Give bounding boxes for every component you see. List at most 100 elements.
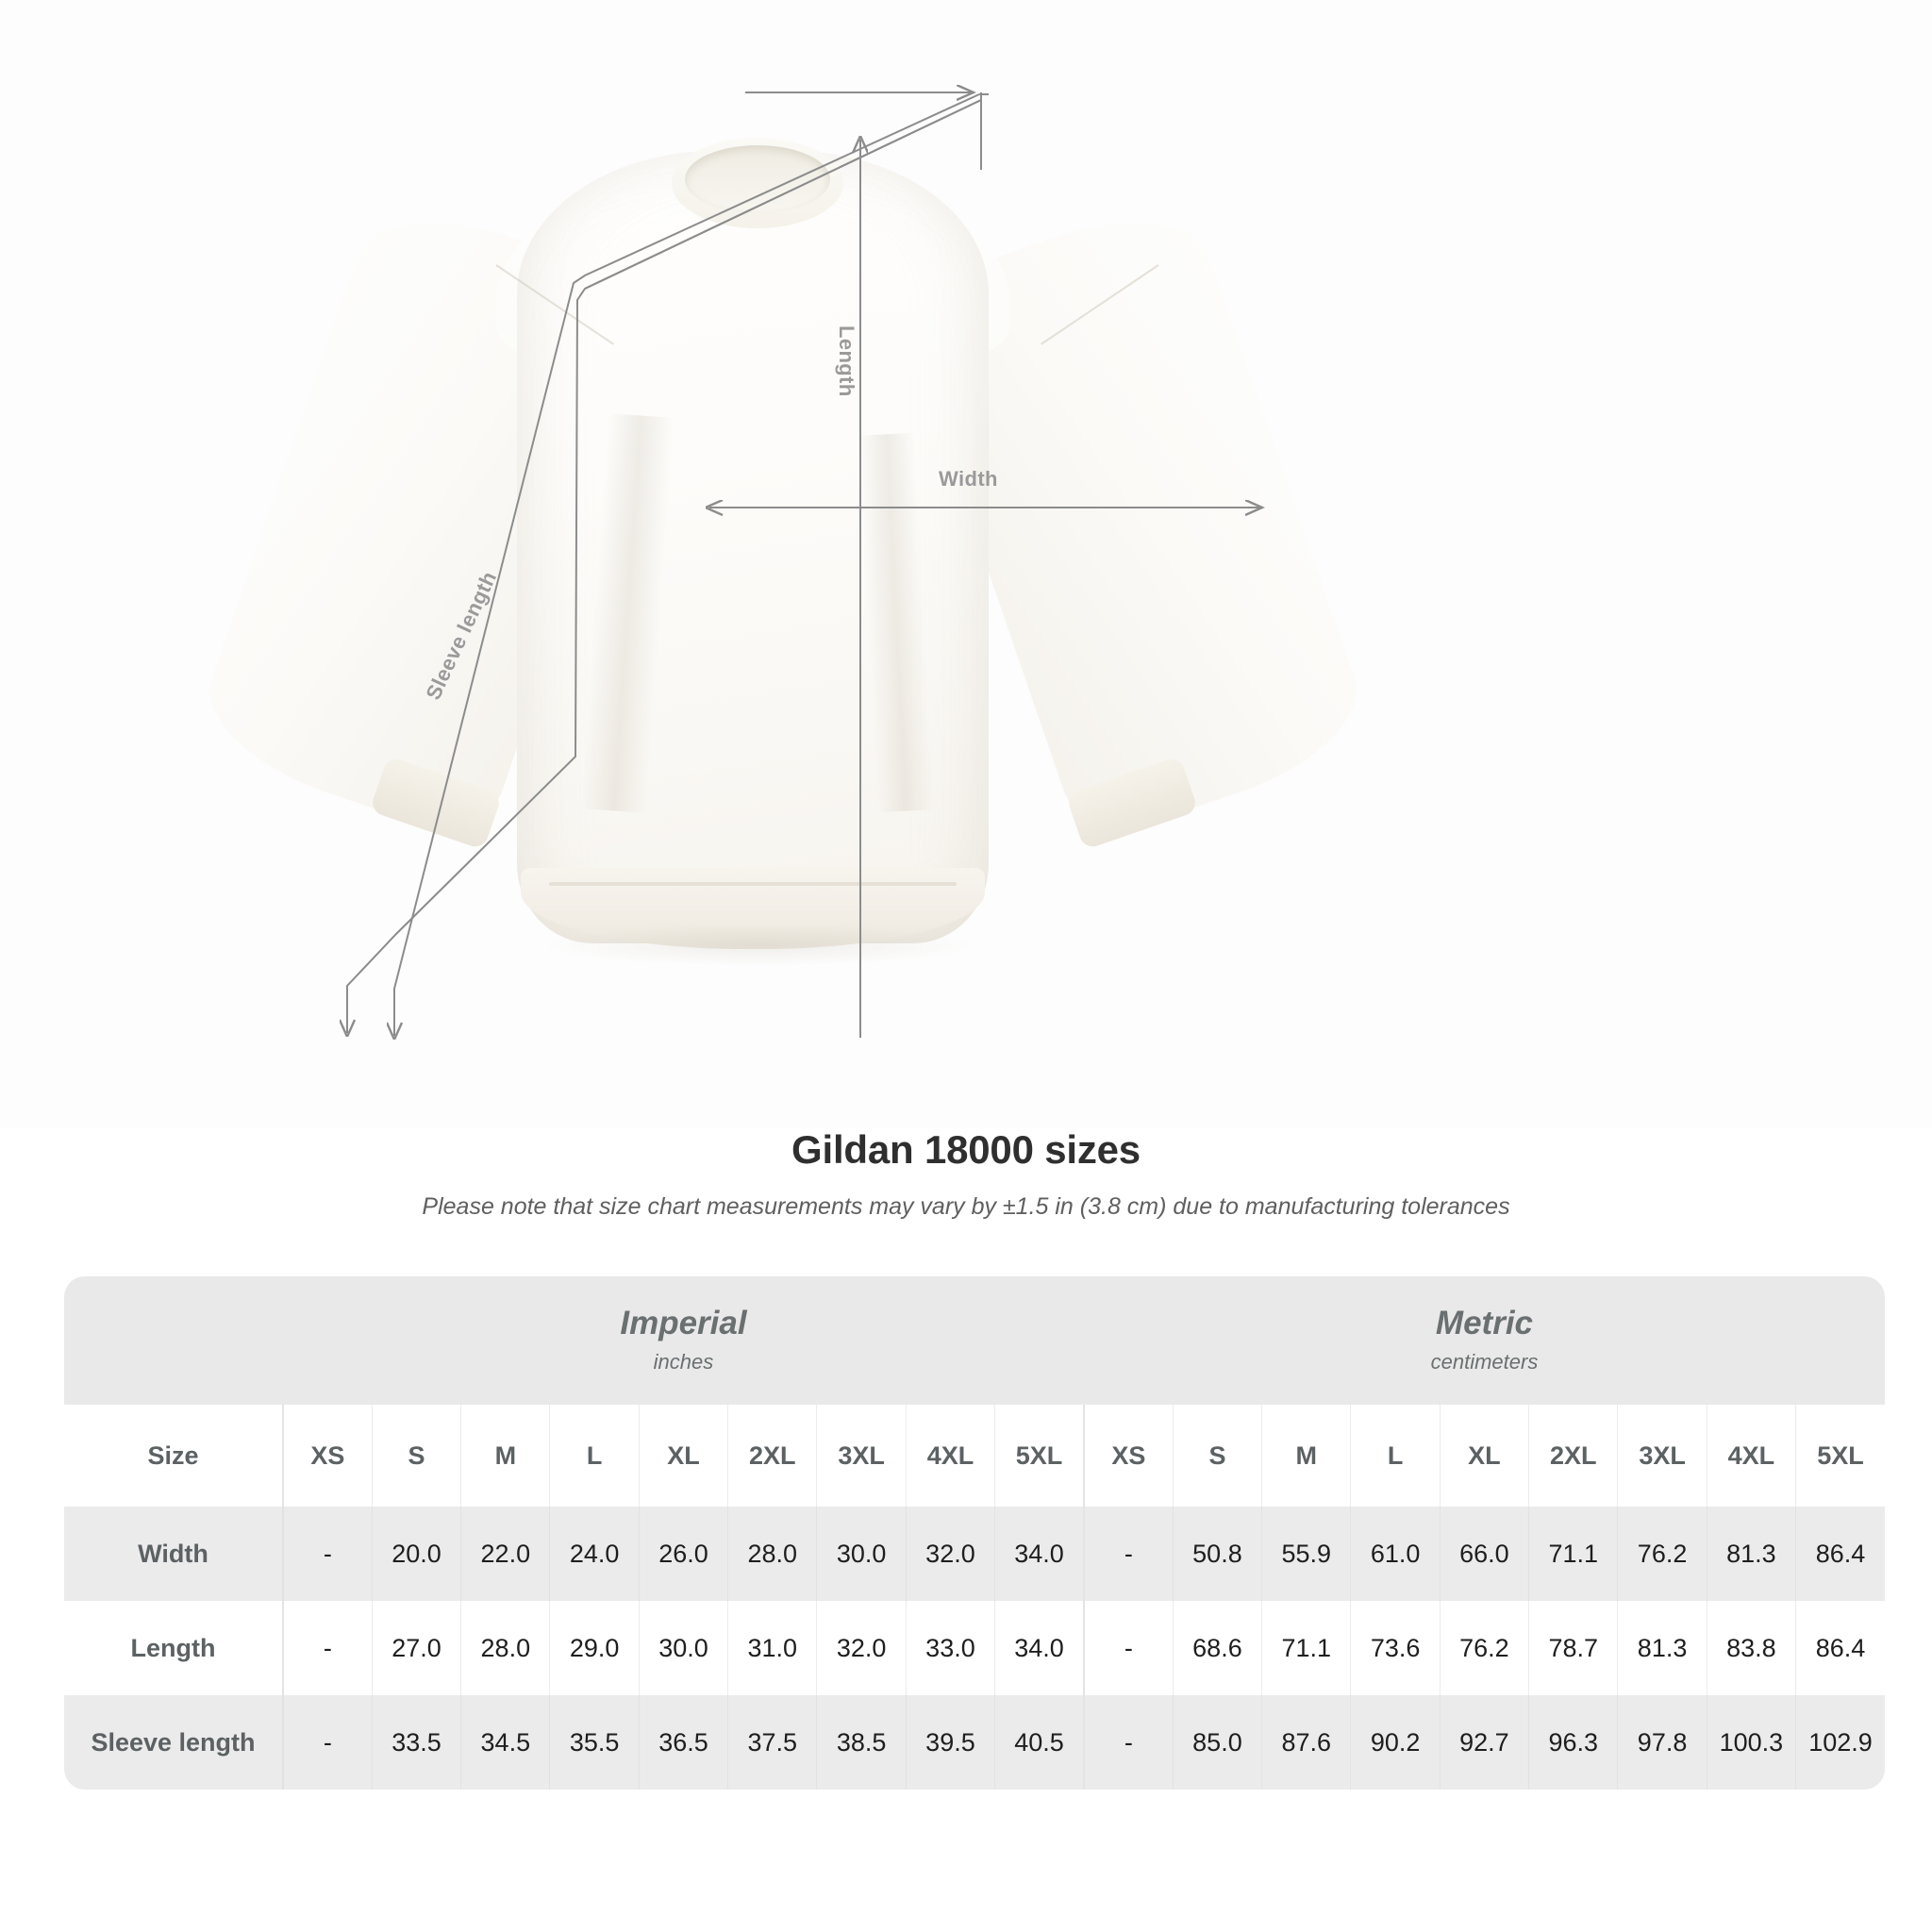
size-header-imperial-l: L xyxy=(549,1405,640,1507)
sweatshirt-image xyxy=(189,113,1377,1057)
size-header-metric-3xl: 3XL xyxy=(1617,1405,1707,1507)
sweatshirt-graphic xyxy=(189,113,1377,1057)
cell-metric-xl: 92.7 xyxy=(1440,1695,1530,1790)
size-table-body: Width -20.0 22.0 24.0 26.0 28.0 30.0 32.0 34.0-5… xyxy=(64,1507,1885,1790)
size-header-metric-xl: XL xyxy=(1440,1405,1530,1507)
cell-metric-l: 90.2 xyxy=(1350,1695,1441,1790)
garment-illustration: Length Width Sleeve length xyxy=(189,85,1377,1057)
cell-imperial-5xl: 34.0 xyxy=(994,1507,1085,1601)
unit-name-metric: Metric xyxy=(1435,1304,1534,1341)
table-row: Width -20.0 22.0 24.0 26.0 28.0 30.0 32.0 34.0-5… xyxy=(64,1507,1885,1601)
cell-imperial-4xl: 33.0 xyxy=(906,1601,996,1695)
unit-header-imperial: Imperial inches xyxy=(283,1276,1084,1405)
size-header-metric-4xl: 4XL xyxy=(1707,1405,1797,1507)
cell-metric-4xl: 100.3 xyxy=(1707,1695,1797,1790)
unit-sub-imperial: inches xyxy=(653,1350,714,1374)
cell-imperial-xl: 36.5 xyxy=(639,1695,729,1790)
cell-imperial-xs: - xyxy=(283,1601,373,1695)
cell-metric-m: 71.1 xyxy=(1261,1601,1352,1695)
cell-metric-m: 55.9 xyxy=(1261,1507,1352,1601)
cell-metric-l: 73.6 xyxy=(1350,1601,1441,1695)
drop-shadow xyxy=(547,924,972,966)
cell-imperial-2xl: 31.0 xyxy=(727,1601,818,1695)
size-header-imperial-2xl: 2XL xyxy=(727,1405,818,1507)
size-table: Imperial inches Metric centimeters Size … xyxy=(64,1276,1885,1790)
cell-imperial-2xl: 28.0 xyxy=(727,1507,818,1601)
cell-metric-xl: 66.0 xyxy=(1440,1507,1530,1601)
size-header-imperial-xl: XL xyxy=(639,1405,729,1507)
cell-imperial-s: 27.0 xyxy=(372,1601,462,1695)
cell-imperial-l: 24.0 xyxy=(549,1507,640,1601)
cell-metric-2xl: 71.1 xyxy=(1528,1507,1619,1601)
cell-metric-xs: - xyxy=(1082,1601,1174,1695)
cell-metric-m: 87.6 xyxy=(1261,1695,1352,1790)
cell-imperial-5xl: 34.0 xyxy=(994,1601,1085,1695)
cell-imperial-xs: - xyxy=(283,1507,373,1601)
cell-metric-4xl: 81.3 xyxy=(1707,1507,1797,1601)
unit-name-imperial: Imperial xyxy=(620,1304,747,1341)
row-label-length: Length xyxy=(64,1601,284,1695)
unit-system-header-row: Imperial inches Metric centimeters xyxy=(64,1276,1885,1405)
size-header-metric-xs: XS xyxy=(1082,1405,1174,1507)
cell-metric-5xl: 102.9 xyxy=(1795,1695,1885,1790)
size-header-imperial-3xl: 3XL xyxy=(816,1405,907,1507)
size-header-imperial-5xl: 5XL xyxy=(994,1405,1085,1507)
cell-imperial-xl: 26.0 xyxy=(639,1507,729,1601)
size-header-imperial-4xl: 4XL xyxy=(906,1405,996,1507)
size-header-row: Size XS S M L XL 2XL 3XL 4XL 5XL XS S M L XL 2XL 3XL 4XL… xyxy=(64,1405,1885,1507)
size-header-imperial-s: S xyxy=(372,1405,462,1507)
cell-metric-s: 85.0 xyxy=(1173,1695,1263,1790)
cell-metric-3xl: 81.3 xyxy=(1617,1601,1707,1695)
cell-imperial-m: 34.5 xyxy=(460,1695,551,1790)
cell-metric-xl: 76.2 xyxy=(1440,1601,1530,1695)
cell-imperial-3xl: 30.0 xyxy=(816,1507,907,1601)
size-header-metric-l: L xyxy=(1350,1405,1441,1507)
cell-imperial-s: 33.5 xyxy=(372,1695,462,1790)
tolerance-note: Please note that size chart measurements… xyxy=(422,1193,1510,1220)
size-table-container: Imperial inches Metric centimeters Size … xyxy=(64,1276,1885,1790)
size-header-metric-5xl: 5XL xyxy=(1795,1405,1885,1507)
cell-imperial-m: 22.0 xyxy=(460,1507,551,1601)
unit-header-metric: Metric centimeters xyxy=(1083,1276,1885,1405)
size-header-imperial-xs: XS xyxy=(283,1405,373,1507)
heading-block: Gildan 18000 sizes Please note that size… xyxy=(0,1127,1932,1221)
cell-metric-2xl: 96.3 xyxy=(1528,1695,1619,1790)
table-row: Sleeve length -33.5 34.5 35.5 36.5 37.5 38.5 39… xyxy=(64,1695,1885,1790)
size-header-metric-2xl: 2XL xyxy=(1528,1405,1619,1507)
cell-imperial-xl: 30.0 xyxy=(639,1601,729,1695)
cell-metric-xs: - xyxy=(1082,1695,1174,1790)
cell-metric-2xl: 78.7 xyxy=(1528,1601,1619,1695)
cell-imperial-l: 29.0 xyxy=(549,1601,640,1695)
cell-imperial-2xl: 37.5 xyxy=(727,1695,818,1790)
row-label-sleeve-length: Sleeve length xyxy=(64,1695,284,1790)
cell-imperial-s: 20.0 xyxy=(372,1507,462,1601)
collar-inner xyxy=(685,145,830,213)
cell-imperial-m: 28.0 xyxy=(460,1601,551,1695)
cell-metric-4xl: 83.8 xyxy=(1707,1601,1797,1695)
cell-imperial-3xl: 38.5 xyxy=(816,1695,907,1790)
cell-metric-l: 61.0 xyxy=(1350,1507,1441,1601)
cell-metric-3xl: 76.2 xyxy=(1617,1507,1707,1601)
cell-imperial-l: 35.5 xyxy=(549,1695,640,1790)
cell-metric-s: 50.8 xyxy=(1173,1507,1263,1601)
row-label-width: Width xyxy=(64,1507,284,1601)
cell-metric-s: 68.6 xyxy=(1173,1601,1263,1695)
cell-imperial-4xl: 32.0 xyxy=(906,1507,996,1601)
cell-imperial-xs: - xyxy=(283,1695,373,1790)
cell-metric-5xl: 86.4 xyxy=(1795,1507,1885,1601)
cell-metric-5xl: 86.4 xyxy=(1795,1601,1885,1695)
unit-header-spacer xyxy=(64,1276,283,1405)
cell-imperial-3xl: 32.0 xyxy=(816,1601,907,1695)
size-header-metric-m: M xyxy=(1261,1405,1352,1507)
cell-imperial-5xl: 40.5 xyxy=(994,1695,1085,1790)
cell-metric-3xl: 97.8 xyxy=(1617,1695,1707,1790)
table-row: Length -27.0 28.0 29.0 30.0 31.0 32.0 33.0 34.0-… xyxy=(64,1601,1885,1695)
size-header-metric-s: S xyxy=(1173,1405,1263,1507)
cell-imperial-4xl: 39.5 xyxy=(906,1695,996,1790)
cell-metric-xs: - xyxy=(1082,1507,1174,1601)
size-header-label: Size xyxy=(64,1405,284,1507)
size-header-imperial-m: M xyxy=(460,1405,551,1507)
page-title: Gildan 18000 sizes xyxy=(791,1127,1141,1172)
unit-sub-metric: centimeters xyxy=(1430,1350,1539,1374)
